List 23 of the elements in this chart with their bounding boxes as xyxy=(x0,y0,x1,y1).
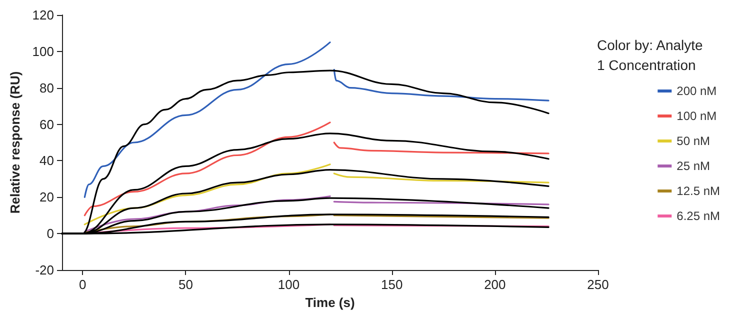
y-tick-label: -20 xyxy=(35,262,54,278)
legend-label: 50 nM xyxy=(676,134,710,148)
legend-title: Color by: Analyte 1 Concentration xyxy=(597,37,707,73)
x-tick-label: 100 xyxy=(278,277,300,292)
legend-label: 100 nM xyxy=(676,109,717,123)
y-tick-label: 20 xyxy=(40,190,54,205)
x-tick-label: 200 xyxy=(484,277,506,292)
x-tick-label: 50 xyxy=(178,277,193,292)
y-tick-label: 40 xyxy=(40,153,54,168)
legend-label: 25 nM xyxy=(676,159,710,173)
x-tick-label: 150 xyxy=(380,277,403,292)
y-tick-label: 0 xyxy=(46,226,54,242)
x-tick-label: 250 xyxy=(587,277,609,292)
x-tick-label: 0 xyxy=(79,277,86,292)
y-tick-label: 80 xyxy=(40,80,54,96)
legend-label: 200 nM xyxy=(676,84,717,98)
y-tick-label: 100 xyxy=(32,44,54,59)
y-tick-label: 60 xyxy=(40,116,54,132)
legend-label: 12.5 nM xyxy=(676,184,720,198)
y-tick-label: 120 xyxy=(32,8,54,22)
x-axis-title: Time (s) xyxy=(305,294,355,310)
legend-label: 6.25 nM xyxy=(676,209,720,223)
y-axis-title: Relative response (RU) xyxy=(7,71,22,214)
